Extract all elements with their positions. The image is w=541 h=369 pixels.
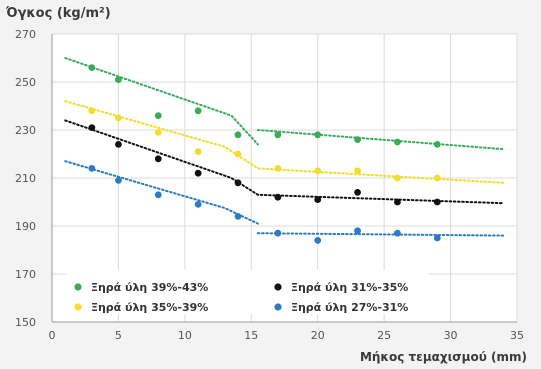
legend: Ξηρά ύλη 39%-43% Ξηρά ύλη 31%-35% Ξηρά ύλη… bbox=[66, 270, 428, 314]
y-tick-label: 210 bbox=[15, 172, 36, 185]
trend-line-series-2-0 bbox=[64, 119, 505, 205]
legend-marker bbox=[74, 283, 82, 291]
legend-background bbox=[66, 270, 428, 314]
data-point-series-1 bbox=[314, 167, 322, 175]
trend-lines bbox=[64, 57, 505, 237]
data-point-series-0 bbox=[433, 141, 441, 148]
data-point-series-3 bbox=[433, 234, 441, 242]
y-tick-label: 270 bbox=[15, 28, 36, 41]
data-point-series-2 bbox=[433, 198, 441, 206]
data-point-series-1 bbox=[354, 167, 361, 175]
data-point-series-2 bbox=[154, 155, 162, 163]
data-point-series-2 bbox=[234, 179, 242, 187]
x-tick-label: 25 bbox=[377, 329, 391, 342]
data-point-series-0 bbox=[234, 131, 242, 139]
data-point-series-3 bbox=[354, 227, 361, 235]
data-point-series-1 bbox=[194, 148, 202, 156]
data-point-series-1 bbox=[115, 114, 122, 122]
x-tick-label: 30 bbox=[444, 329, 458, 342]
data-point-series-2 bbox=[88, 124, 96, 131]
data-point-series-2 bbox=[314, 196, 322, 204]
data-point-series-1 bbox=[234, 150, 242, 158]
data-point-series-2 bbox=[194, 169, 202, 177]
data-point-series-0 bbox=[314, 131, 322, 139]
data-point-series-1 bbox=[88, 107, 96, 115]
data-point-series-0 bbox=[88, 64, 96, 71]
x-tick-label: 0 bbox=[49, 329, 56, 342]
data-point-series-1 bbox=[274, 165, 282, 172]
data-point-series-1 bbox=[433, 174, 441, 182]
data-point-series-2 bbox=[115, 141, 122, 148]
data-point-series-1 bbox=[394, 174, 401, 182]
y-tick-label: 230 bbox=[15, 124, 36, 137]
y-tick-label: 250 bbox=[15, 76, 36, 89]
legend-marker bbox=[274, 283, 282, 291]
x-tick-label: 15 bbox=[244, 329, 258, 342]
y-tick-label: 190 bbox=[15, 220, 36, 233]
data-point-series-2 bbox=[394, 198, 401, 206]
legend-label: Ξηρά ύλη 35%-39% bbox=[91, 301, 208, 314]
x-axis-label: Μήκος τεμαχισμού (mm) bbox=[360, 350, 527, 364]
legend-label: Ξηρά ύλη 27%-31% bbox=[291, 301, 408, 314]
data-point-series-0 bbox=[354, 136, 361, 144]
data-point-series-0 bbox=[274, 131, 282, 139]
x-tick-label: 35 bbox=[510, 329, 524, 342]
trend-line-series-0-1 bbox=[256, 129, 505, 151]
y-tick-label: 150 bbox=[15, 316, 36, 329]
x-tick-label: 5 bbox=[115, 329, 122, 342]
data-point-series-3 bbox=[88, 165, 96, 172]
data-point-series-3 bbox=[194, 201, 202, 208]
data-point-series-3 bbox=[234, 213, 242, 220]
data-point-series-1 bbox=[154, 129, 162, 136]
data-point-series-0 bbox=[115, 76, 122, 83]
data-point-series-3 bbox=[314, 237, 322, 244]
data-points bbox=[88, 64, 441, 244]
data-point-series-3 bbox=[115, 177, 122, 184]
y-tick-label: 170 bbox=[15, 268, 36, 281]
data-point-series-0 bbox=[394, 138, 401, 146]
x-tick-label: 20 bbox=[311, 329, 325, 342]
axes: 150 170 190 210 230 250 270 0 5 10 15 20 25 30 35 bbox=[15, 28, 524, 342]
x-tick-label: 10 bbox=[178, 329, 192, 342]
data-point-series-3 bbox=[394, 229, 401, 237]
trend-line-series-1-0 bbox=[64, 100, 505, 184]
legend-label: Ξηρά ύλη 39%-43% bbox=[91, 281, 208, 294]
data-point-series-3 bbox=[274, 229, 282, 237]
data-point-series-2 bbox=[354, 189, 361, 196]
trend-line-series-3-1 bbox=[256, 232, 505, 237]
data-point-series-0 bbox=[154, 112, 162, 119]
legend-marker bbox=[274, 303, 282, 311]
legend-marker bbox=[74, 303, 82, 311]
data-point-series-2 bbox=[274, 193, 282, 201]
data-point-series-3 bbox=[154, 191, 162, 199]
trend-line-series-3-0 bbox=[64, 160, 259, 225]
chart-title: Όγκος (kg/m²) bbox=[5, 6, 111, 21]
legend-label: Ξηρά ύλη 31%-35% bbox=[291, 281, 408, 294]
data-point-series-0 bbox=[194, 107, 202, 115]
